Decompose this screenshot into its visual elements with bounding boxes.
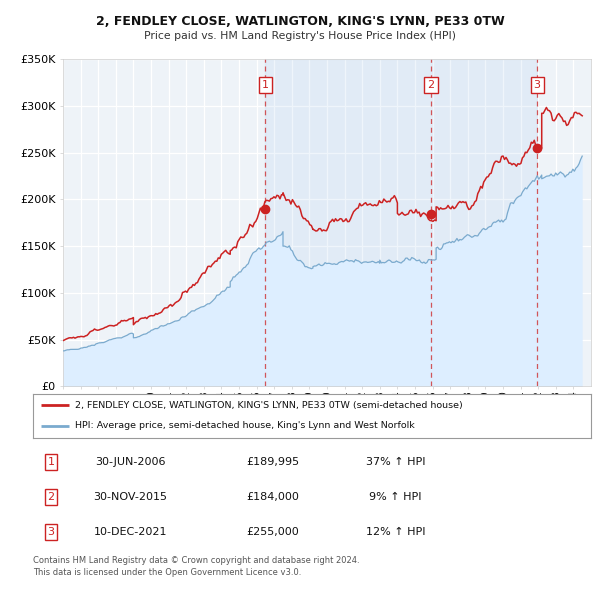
Text: 1: 1 <box>47 457 55 467</box>
Text: 12% ↑ HPI: 12% ↑ HPI <box>366 527 425 537</box>
Text: HPI: Average price, semi-detached house, King's Lynn and West Norfolk: HPI: Average price, semi-detached house,… <box>75 421 415 430</box>
Text: £255,000: £255,000 <box>247 527 299 537</box>
Text: 9% ↑ HPI: 9% ↑ HPI <box>370 492 422 502</box>
Text: 37% ↑ HPI: 37% ↑ HPI <box>366 457 425 467</box>
Text: Price paid vs. HM Land Registry's House Price Index (HPI): Price paid vs. HM Land Registry's House … <box>144 31 456 41</box>
Text: 2, FENDLEY CLOSE, WATLINGTON, KING'S LYNN, PE33 0TW (semi-detached house): 2, FENDLEY CLOSE, WATLINGTON, KING'S LYN… <box>75 401 463 410</box>
Text: 2: 2 <box>428 80 435 90</box>
Text: 10-DEC-2021: 10-DEC-2021 <box>94 527 167 537</box>
Text: 3: 3 <box>533 80 541 90</box>
Text: £184,000: £184,000 <box>247 492 299 502</box>
Text: 2: 2 <box>47 492 55 502</box>
Text: 30-JUN-2006: 30-JUN-2006 <box>95 457 166 467</box>
Text: This data is licensed under the Open Government Licence v3.0.: This data is licensed under the Open Gov… <box>33 568 301 576</box>
Text: 1: 1 <box>262 80 269 90</box>
Bar <box>265 59 537 386</box>
Text: £189,995: £189,995 <box>247 457 299 467</box>
Text: 30-NOV-2015: 30-NOV-2015 <box>94 492 167 502</box>
Text: 3: 3 <box>47 527 55 537</box>
Text: 2, FENDLEY CLOSE, WATLINGTON, KING'S LYNN, PE33 0TW: 2, FENDLEY CLOSE, WATLINGTON, KING'S LYN… <box>95 15 505 28</box>
Text: Contains HM Land Registry data © Crown copyright and database right 2024.: Contains HM Land Registry data © Crown c… <box>33 556 359 565</box>
